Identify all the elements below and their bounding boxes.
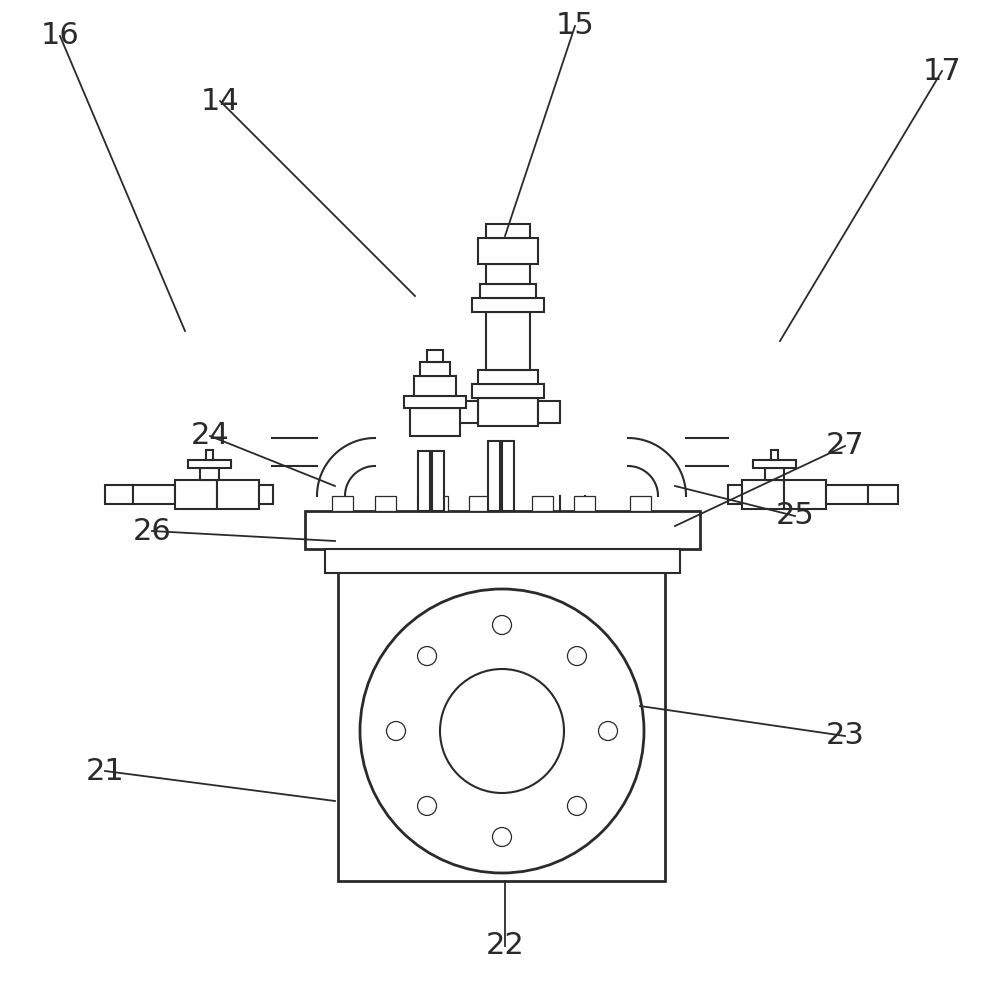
Bar — [826, 485, 868, 504]
Bar — [480, 284, 536, 298]
Text: 26: 26 — [133, 516, 171, 545]
Bar — [410, 408, 460, 436]
Bar — [478, 398, 538, 426]
Text: 15: 15 — [556, 12, 594, 41]
Circle shape — [418, 797, 437, 816]
Circle shape — [567, 797, 586, 816]
Bar — [753, 460, 796, 468]
Bar — [765, 468, 784, 480]
Text: 24: 24 — [191, 421, 229, 451]
Bar — [338, 553, 665, 881]
Bar — [105, 485, 133, 504]
Bar — [742, 480, 784, 509]
Bar — [259, 485, 273, 504]
Bar — [374, 496, 396, 511]
Circle shape — [598, 721, 618, 740]
Bar — [404, 396, 466, 408]
Bar — [325, 549, 680, 573]
Bar — [478, 238, 538, 264]
Circle shape — [492, 615, 511, 634]
Circle shape — [440, 669, 564, 793]
Circle shape — [492, 827, 511, 846]
Bar — [188, 460, 231, 468]
Bar — [427, 350, 443, 362]
Bar — [478, 370, 538, 384]
Text: 25: 25 — [776, 501, 814, 530]
Bar — [771, 450, 778, 460]
Bar — [217, 480, 259, 509]
Bar — [206, 450, 213, 460]
Bar — [486, 224, 530, 238]
Circle shape — [386, 721, 406, 740]
Bar — [502, 441, 514, 511]
Text: 14: 14 — [201, 86, 239, 116]
Bar — [784, 480, 826, 509]
Bar — [175, 480, 217, 509]
Circle shape — [418, 646, 437, 666]
Bar — [868, 485, 898, 504]
Text: 22: 22 — [486, 932, 524, 960]
Bar — [305, 511, 700, 549]
Bar — [432, 451, 444, 511]
Bar — [427, 496, 448, 511]
Text: 16: 16 — [41, 22, 79, 51]
Bar — [574, 496, 595, 511]
Text: 23: 23 — [826, 721, 864, 750]
Circle shape — [360, 589, 644, 873]
Bar — [133, 485, 175, 504]
Bar — [455, 401, 478, 423]
Bar — [332, 496, 352, 511]
Bar — [532, 496, 552, 511]
Bar — [488, 441, 500, 511]
Text: 21: 21 — [86, 756, 124, 786]
Circle shape — [567, 646, 586, 666]
Bar — [472, 384, 544, 398]
Bar — [420, 362, 450, 376]
Bar — [486, 264, 530, 284]
Text: 27: 27 — [826, 431, 864, 461]
Bar — [538, 401, 560, 423]
Bar — [630, 496, 650, 511]
Bar — [200, 468, 219, 480]
Bar — [486, 312, 530, 370]
Bar — [472, 298, 544, 312]
Text: 17: 17 — [923, 56, 961, 85]
Bar — [418, 451, 430, 511]
Bar — [728, 485, 742, 504]
Bar — [414, 376, 456, 396]
Bar — [470, 496, 490, 511]
